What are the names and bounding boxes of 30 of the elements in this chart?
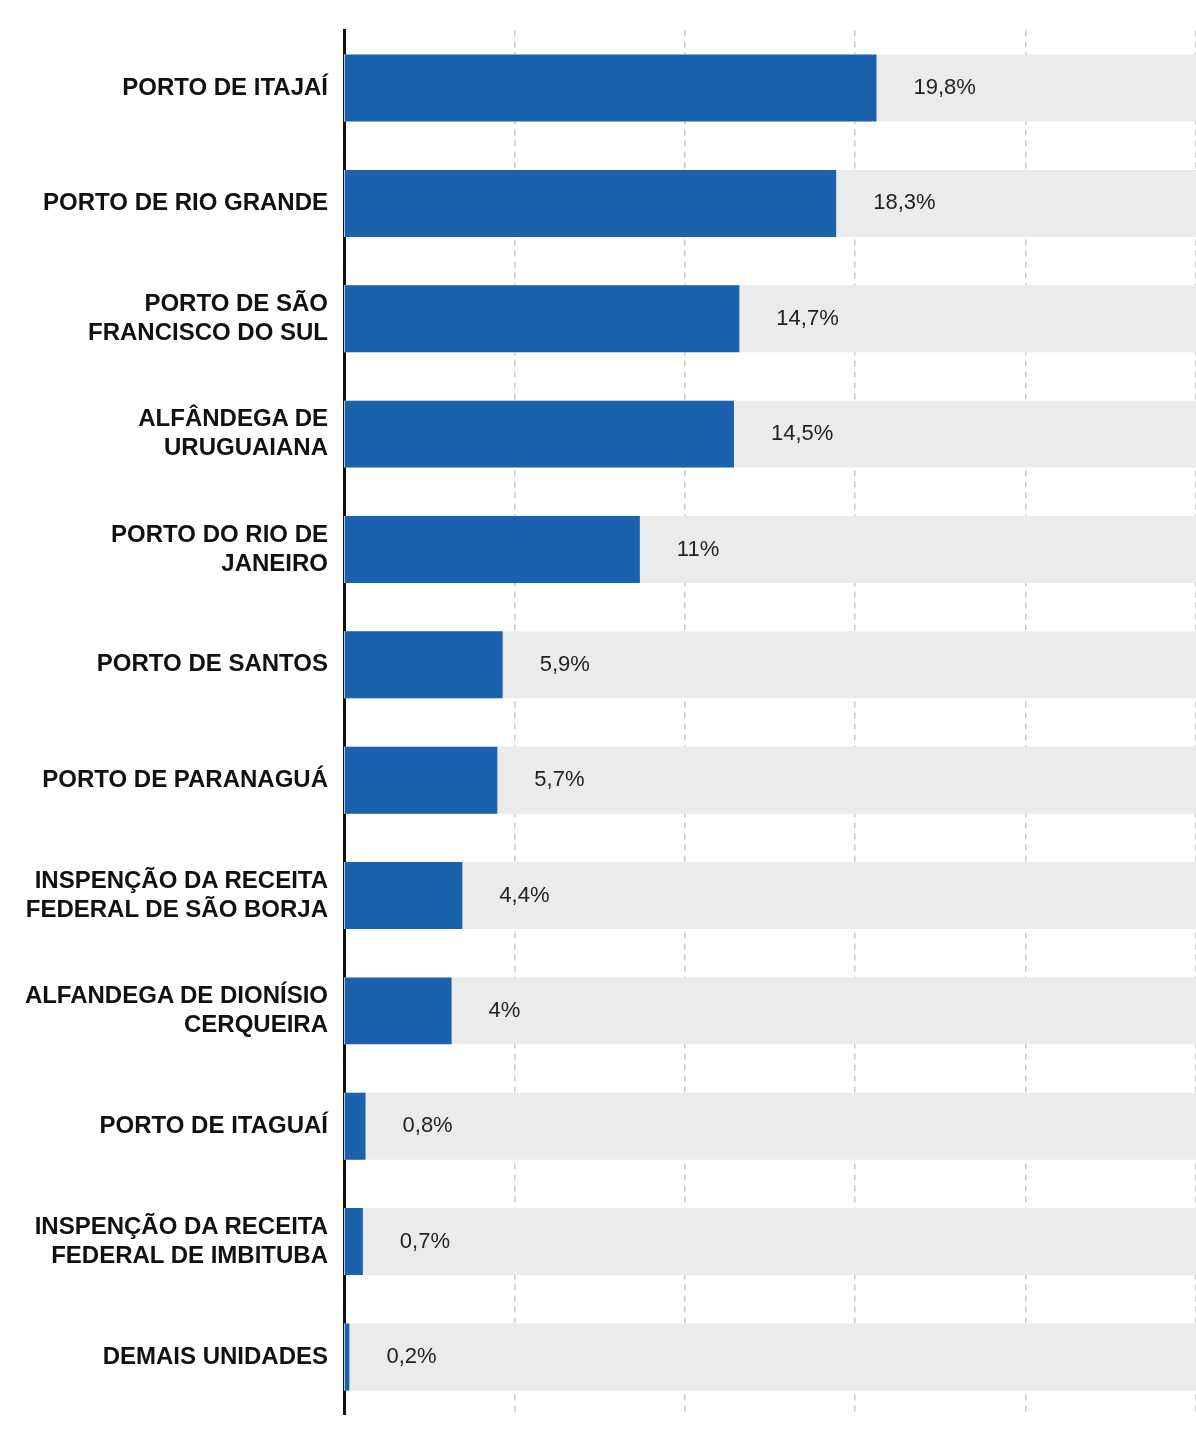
y-tick-label: PORTO DE PARANAGUÁ	[42, 764, 329, 792]
data-label: 18,3%	[873, 189, 936, 215]
y-tick-label: PORTO DO RIO DE JANEIRO	[111, 519, 329, 576]
y-tick-label: PORTO DE SÃO FRANCISCO DO SUL	[88, 289, 329, 345]
y-tick-label: PORTO DE ITAGUAÍ	[99, 1110, 330, 1138]
bar	[344, 1092, 366, 1160]
data-label: 0,2%	[386, 1342, 437, 1368]
bar	[344, 862, 463, 929]
bar	[344, 631, 503, 699]
y-tick-label: PORTO DE SANTOS	[96, 649, 329, 677]
data-label: 14,5%	[770, 420, 834, 446]
data-label: 4%	[488, 996, 521, 1022]
data-label: 0,8%	[402, 1112, 453, 1138]
y-tick-label: ALFÂNDEGA DE URUGUAIANA	[138, 404, 329, 461]
data-label: 14,7%	[776, 304, 839, 330]
data-label: 4,4%	[499, 881, 550, 907]
data-label: 5,9%	[539, 650, 590, 676]
bar	[344, 1208, 363, 1276]
bar	[344, 746, 498, 814]
bar	[344, 977, 452, 1045]
y-tick-label: ALFANDEGA DE DIONÍSIO CERQUEIRA	[24, 981, 329, 1037]
data-label: 11%	[676, 535, 720, 561]
data-label: 5,7%	[534, 766, 585, 792]
data-label: 19,8%	[913, 74, 976, 100]
y-tick-label: INSPENÇÃO DA RECEITA FEDERAL DE SÃO BORJA	[25, 865, 329, 922]
y-tick-label: PORTO DE ITAJAÍ	[122, 72, 330, 100]
y-tick-label: INSPENÇÃO DA RECEITA FEDERAL DE IMBITUBA	[34, 1211, 329, 1268]
data-label: 0,7%	[399, 1227, 450, 1253]
y-tick-label: DEMAIS UNIDADES	[102, 1341, 329, 1369]
y-tick-label: PORTO DE RIO GRANDE	[43, 188, 329, 216]
